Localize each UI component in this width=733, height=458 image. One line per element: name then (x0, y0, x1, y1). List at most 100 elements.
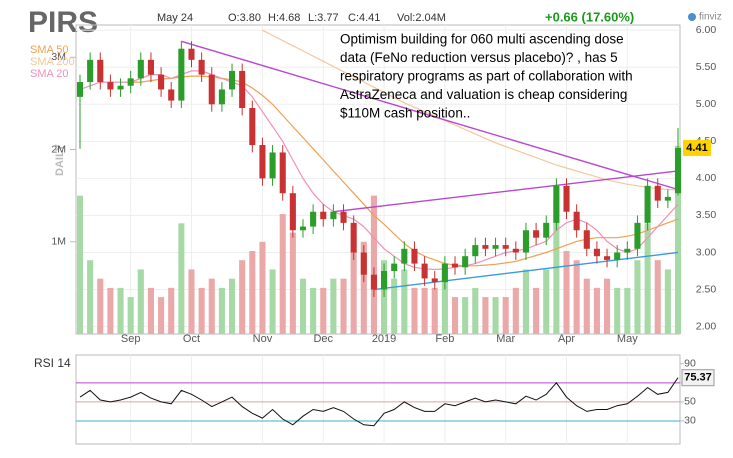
close-text: C:4.41 (348, 12, 380, 24)
candle-body (330, 211, 337, 220)
sma-line (262, 29, 679, 191)
candle-body (147, 59, 154, 75)
volume-bar (198, 287, 205, 334)
candle-body (563, 185, 570, 212)
x-tick-label: Dec (313, 333, 333, 345)
volume-bar (76, 195, 84, 334)
candle-body (107, 82, 114, 90)
candle-body (401, 248, 408, 264)
volume-bar (249, 250, 256, 334)
x-tick-label: Sep (121, 333, 141, 345)
volume-bar (168, 287, 175, 334)
volume-tick-label: 3M (51, 51, 66, 63)
volume-bar (269, 269, 276, 334)
volume-bar (228, 278, 236, 334)
annotation-line: respiratory programs as part of collabor… (340, 69, 633, 84)
candle-body (583, 230, 590, 249)
y-tick-label: 3.50 (696, 209, 717, 221)
source: finviz (699, 12, 722, 23)
candle-body (299, 226, 307, 231)
legend-entry: SMA 50 (30, 44, 69, 56)
y-tick-label: 6.00 (696, 24, 717, 36)
volume-bar (624, 287, 631, 334)
volume-bar (391, 278, 398, 334)
y-tick-label: 5.50 (696, 61, 717, 73)
volume-bar (208, 278, 215, 334)
logo-icon (688, 13, 696, 21)
annotation-line: $110M cash position.. (340, 106, 470, 121)
y-tick-label: 3.00 (696, 246, 717, 258)
candle-body (451, 263, 459, 268)
date: May 24 (157, 12, 193, 24)
candle-body (462, 256, 469, 268)
volume-bar (330, 278, 337, 334)
volume-bar (178, 223, 185, 334)
candle-body (340, 211, 347, 223)
rsi-tick-label: 90 (684, 358, 696, 370)
candle-body (269, 152, 276, 179)
x-tick-label: May (617, 333, 638, 345)
rsi-label: RSI 14 (34, 356, 71, 370)
candle-body (421, 263, 428, 279)
volume-bar (644, 223, 651, 334)
y-tick-label: 5.00 (696, 98, 717, 110)
volume-bar (158, 297, 165, 334)
volume-bar (462, 297, 469, 334)
last-price-label: 4.41 (686, 142, 707, 154)
candle-body (279, 152, 286, 194)
volume-bar (543, 269, 550, 334)
volume-bar (360, 241, 367, 334)
candle-body (168, 89, 175, 101)
volume-tick-label: 1M (51, 236, 66, 248)
annotation-line: data (FeNo reduction versus placebo)? , … (340, 50, 618, 65)
candle-body (391, 263, 398, 272)
volume-bar (117, 287, 124, 334)
legend-entry: SMA 20 (30, 68, 69, 80)
annotation-line: Optimism building for 060 multi ascendin… (340, 32, 624, 47)
candle-body (654, 185, 661, 201)
rsi-tick-label: 30 (684, 415, 696, 427)
candle-body (441, 263, 448, 283)
open-text: O:3.80 (228, 12, 261, 24)
volume-bar (279, 214, 286, 334)
candle-body (614, 252, 621, 260)
candle-body (381, 271, 388, 290)
volume-bar (441, 278, 448, 334)
candle-body (320, 211, 327, 220)
candle-body (259, 145, 266, 179)
volume-bar (218, 287, 225, 334)
volume-bar (137, 269, 144, 334)
candle-body (502, 245, 509, 249)
x-tick-label: Feb (435, 333, 454, 345)
candle-body (188, 48, 195, 60)
x-tick-label: Nov (253, 333, 273, 345)
x-tick-label: Apr (558, 333, 575, 345)
volume-bar (289, 232, 296, 334)
volume-bar (451, 297, 459, 334)
low-text: L:3.77 (308, 12, 339, 24)
candle-body (350, 222, 357, 253)
volume-bar (411, 287, 418, 334)
candle-body (644, 185, 651, 223)
rsi-tick-label: 50 (684, 396, 696, 408)
volume-bar (583, 278, 590, 334)
trendline (181, 40, 679, 191)
candle-body (512, 248, 519, 253)
volume-bar (97, 278, 104, 334)
volume-bar (553, 195, 560, 334)
y-tick-label: 4.00 (696, 172, 717, 184)
candle-body (674, 148, 682, 194)
y-tick-label: 2.00 (696, 320, 717, 332)
volume-bar (320, 287, 327, 334)
x-tick-label: 2019 (372, 333, 396, 345)
volume-bar (188, 269, 195, 334)
candle-body (289, 193, 296, 231)
volume-bar (533, 287, 540, 334)
candle-body (431, 278, 438, 283)
candle-body (624, 248, 631, 253)
volume-bar (482, 297, 489, 334)
candle-body (198, 59, 205, 75)
candle-body (573, 211, 580, 231)
candle-body (158, 74, 165, 90)
